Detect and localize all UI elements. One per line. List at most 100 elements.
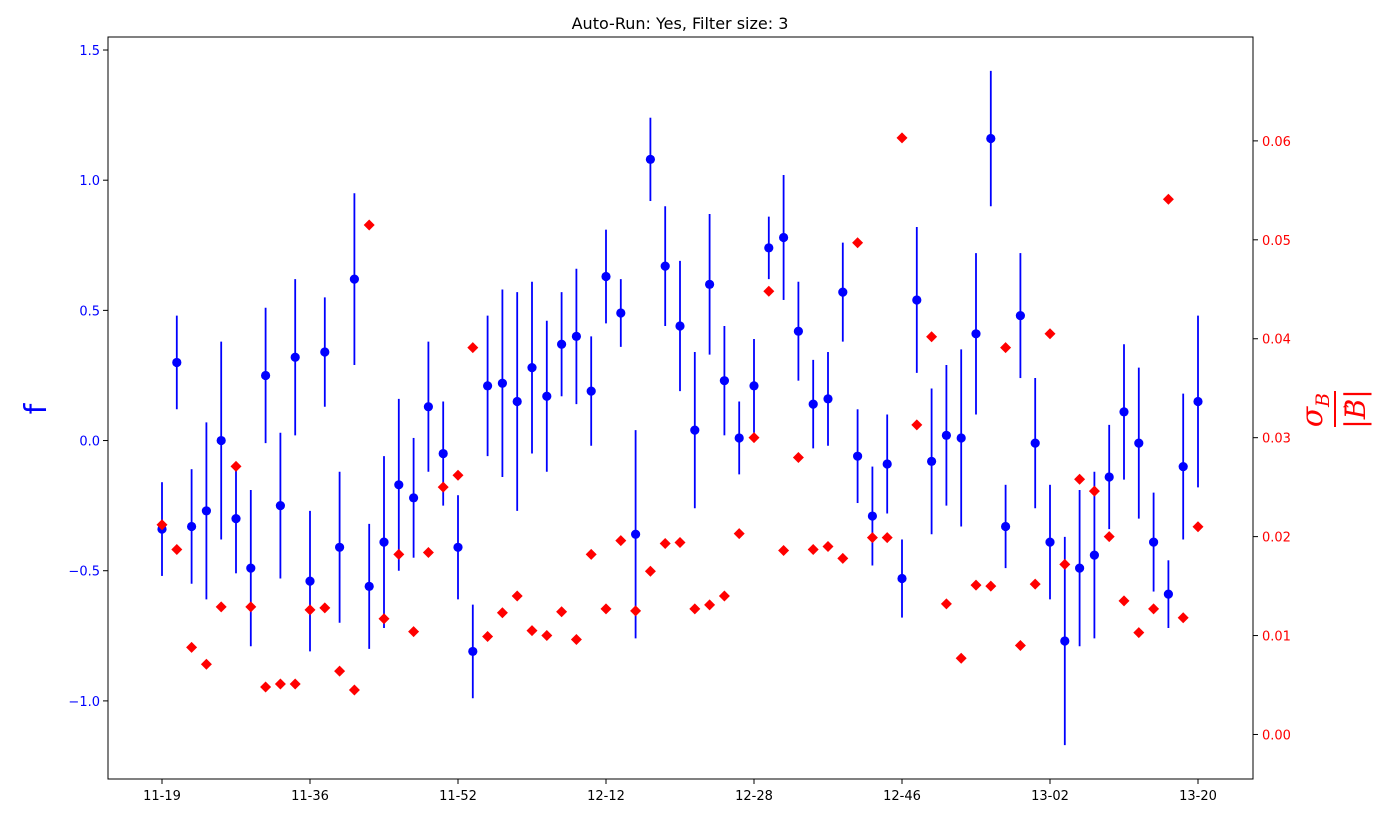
chart-title: Auto-Run: Yes, Filter size: 3 (572, 14, 789, 33)
sigma-point (763, 285, 775, 297)
f-error-bars (161, 70, 1199, 746)
right-y-axis: 0.00 0.01 0.02 0.03 0.04 0.05 0.06 (1253, 135, 1291, 743)
right-y-tick-label: 0.04 (1262, 333, 1291, 348)
f-point (261, 370, 271, 381)
left-y-tick-label: 0.5 (79, 304, 100, 319)
sigma-point (570, 634, 582, 646)
sigma-point (1133, 627, 1145, 639)
sigma-point (467, 342, 479, 354)
sigma-point (496, 607, 508, 619)
f-point (364, 581, 374, 591)
f-point (1178, 461, 1188, 472)
sigma-point (1088, 485, 1100, 497)
sigma-point (1000, 342, 1012, 354)
f-point (423, 402, 433, 412)
right-y-tick-label: 0.06 (1262, 135, 1291, 150)
sigma-point (348, 684, 360, 696)
f-point (468, 646, 478, 657)
f-point (349, 274, 359, 284)
right-y-tick-label: 0.01 (1262, 630, 1291, 645)
sigma-point (866, 532, 878, 544)
f-point (941, 430, 952, 440)
right-y-tick-label: 0.05 (1262, 234, 1291, 249)
f-point (1149, 537, 1159, 547)
sigma-point (541, 630, 553, 642)
x-tick-label: 12-12 (587, 789, 625, 804)
f-point (1015, 310, 1025, 321)
sigma-point (1103, 531, 1115, 543)
x-tick-label: 13-02 (1031, 789, 1069, 804)
sigma-point (334, 665, 346, 677)
right-y-tick-label: 0.02 (1262, 531, 1291, 546)
f-point (497, 378, 507, 388)
sigma-point (926, 331, 938, 343)
x-tick-label: 13-20 (1179, 789, 1217, 804)
sigma-point (852, 237, 864, 249)
sigma-point (482, 631, 494, 643)
sigma-point (378, 613, 390, 625)
sigma-point (970, 579, 982, 591)
f-point (690, 425, 700, 435)
f-point (512, 396, 522, 407)
sigma-point (437, 481, 449, 493)
f-point (823, 394, 833, 404)
f-point (705, 279, 715, 289)
f-point (1119, 407, 1129, 417)
sigma-point (689, 603, 701, 615)
f-point (438, 448, 448, 459)
left-y-tick-label: −0.5 (68, 565, 100, 580)
right-axis-label-sub: B (1312, 393, 1334, 408)
f-point (231, 514, 241, 524)
f-point (838, 287, 848, 297)
x-tick-label: 11-36 (291, 789, 329, 804)
sigma-point (881, 532, 893, 544)
left-axis-label: f (19, 402, 54, 414)
f-point (586, 386, 596, 396)
f-point (246, 563, 256, 573)
f-point (912, 295, 922, 305)
sigma-point (955, 652, 967, 664)
f-point (335, 542, 345, 552)
sigma-point (1044, 328, 1056, 340)
sigma-point (1162, 193, 1174, 205)
sigma-point (778, 544, 790, 556)
sigma-point (289, 678, 301, 690)
f-point (764, 243, 774, 253)
sigma-point (526, 625, 538, 637)
f-point (675, 321, 685, 331)
sigma-point (733, 528, 745, 540)
f-point (971, 329, 981, 339)
left-y-tick-label: 1.5 (79, 44, 100, 59)
sigma-point (1118, 595, 1130, 607)
sigma-point (422, 546, 434, 558)
left-y-axis: −1.0 −0.5 0.0 0.5 1.0 1.5 (68, 44, 108, 710)
sigma-point (940, 598, 952, 610)
x-tick-label: 11-52 (439, 789, 477, 804)
sigma-point (274, 678, 286, 690)
f-point (1163, 589, 1173, 599)
f-point (808, 399, 818, 409)
f-point (1045, 537, 1055, 547)
f-point (172, 357, 182, 368)
sigma-point (585, 548, 597, 560)
sigma-point (1148, 603, 1160, 615)
sigma-point (985, 580, 997, 592)
sigma-point (748, 432, 760, 444)
left-y-tick-label: −1.0 (68, 695, 100, 710)
f-point (571, 331, 582, 342)
f-point (1060, 636, 1070, 646)
sigma-point (674, 537, 686, 549)
right-axis-label-arrow: → (1339, 403, 1354, 414)
sigma-point (600, 603, 612, 615)
sigma-point (260, 681, 272, 693)
f-point (749, 381, 759, 391)
f-point (527, 363, 537, 373)
f-point (897, 573, 907, 584)
f-point (187, 521, 197, 532)
f-point (1001, 521, 1011, 532)
sigma-point (363, 219, 375, 231)
f-point (882, 459, 892, 469)
right-axis-label-denominator: |B| (1339, 389, 1372, 428)
f-point (557, 339, 567, 349)
